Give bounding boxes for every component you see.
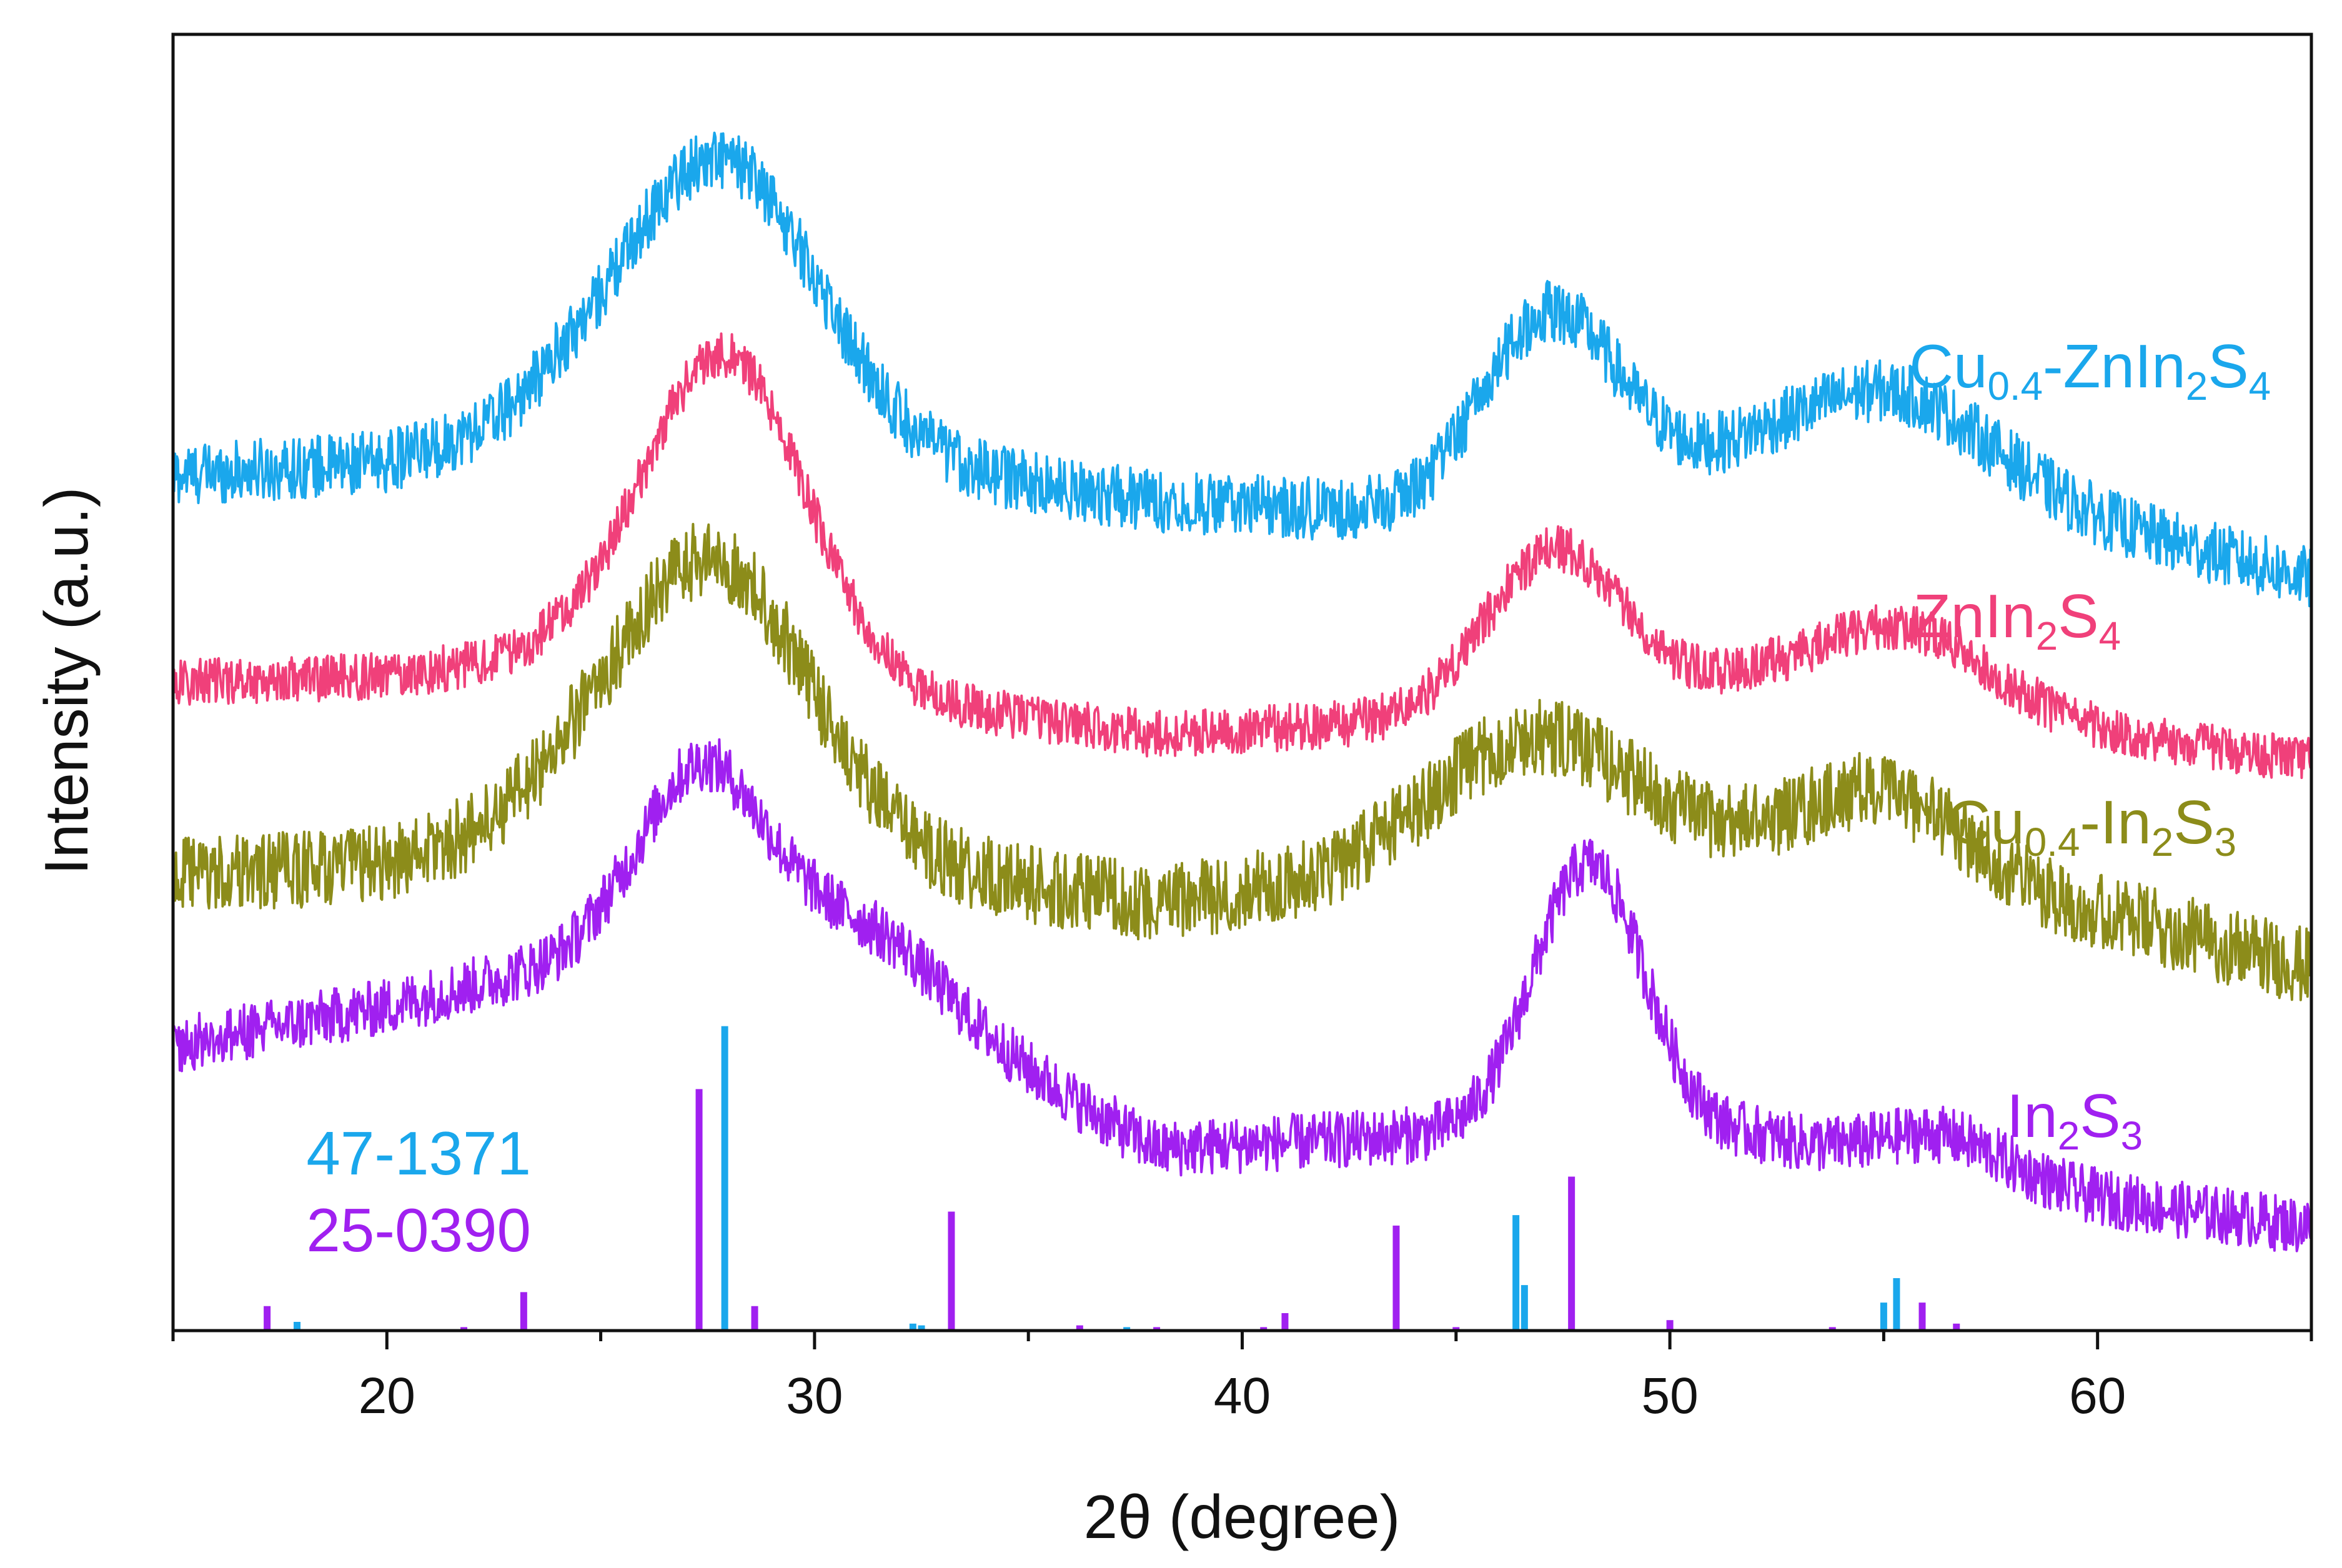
x-tick-label: 50 [1641, 1367, 1698, 1424]
x-axis-label: 2θ (degree) [1084, 1482, 1401, 1551]
series-label-cu-zis: Cu0.4-ZnIn2S4 [1909, 332, 2271, 409]
reference-label-25-0390: 25-0390 [306, 1196, 531, 1264]
series-line-cu_is [172, 523, 2313, 1001]
y-axis-label: Intensity (a.u.) [32, 487, 101, 875]
x-tick-label: 20 [359, 1367, 415, 1424]
series-line-is [172, 738, 2313, 1253]
series-layer [172, 131, 2313, 1253]
series-line-zis [172, 332, 2313, 780]
x-axis-ticks: 20 30 40 50 60 [171, 1331, 2313, 1424]
x-tick-label: 60 [2069, 1367, 2126, 1424]
series-label-is: In2S3 [2007, 1081, 2143, 1158]
series-label-cu-is: Cu0.4-In2S3 [1947, 788, 2236, 865]
x-tick-label: 40 [1214, 1367, 1271, 1424]
x-tick-label: 30 [786, 1367, 843, 1424]
reference-label-47-1371: 47-1371 [306, 1119, 531, 1188]
reference-pattern-layer [264, 1026, 1960, 1331]
series-line-cu_zis [172, 131, 2313, 608]
series-label-zis: ZnIn2S4 [1913, 582, 2121, 658]
